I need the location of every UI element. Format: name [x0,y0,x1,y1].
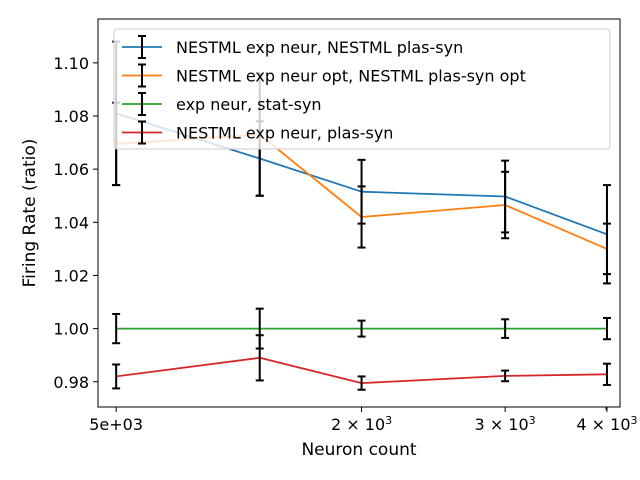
x-tick-label: 4 × 103 [576,414,637,435]
legend-label: exp neur, stat-syn [176,95,322,114]
error-bar [357,375,366,391]
error-bar [602,222,611,276]
y-axis-label: Firing Rate (ratio) [20,139,40,288]
error-bar [602,362,611,386]
error-bar [357,319,366,338]
legend-entry: exp neur, stat-syn [122,92,322,116]
axes-frame [97,18,621,408]
error-bar [501,318,510,339]
x-tick-label: 2 × 103 [331,414,392,435]
legend-entry: NESTML exp neur opt, NESTML plas-syn opt [122,63,526,88]
error-bar [112,312,121,345]
y-tick-label: 1.02 [53,266,89,285]
x-tick-label: 5e+03 [89,415,143,434]
error-bar [357,185,366,249]
y-tick-label: 0.98 [53,373,89,392]
x-tick-label: 3 × 103 [475,414,536,435]
y-tick-label: 1.04 [53,213,89,232]
error-bar [112,363,121,390]
error-bar [501,369,510,383]
x-axis-label: Neuron count [301,440,416,460]
y-tick-label: 1.08 [53,107,89,126]
y-tick-label: 1.10 [53,54,89,73]
legend-box [113,28,611,150]
legend-entry: NESTML exp neur, plas-syn [122,120,393,145]
legend: NESTML exp neur, NESTML plas-syn NESTML e… [113,28,611,150]
error-bar [501,170,510,240]
legend-label: NESTML exp neur, plas-syn [176,124,393,143]
y-tick-label: 1.06 [53,160,89,179]
legend-label: NESTML exp neur, NESTML plas-syn [176,38,463,57]
error-bar [602,316,611,341]
axes: 0.98 1.00 1.02 1.04 1.06 1.08 1.10 5e+03 2 × 103… [53,54,637,434]
error-bar [255,334,264,382]
legend-label: NESTML exp neur opt, NESTML plas-syn opt [176,67,526,86]
legend-entry: NESTML exp neur, NESTML plas-syn [122,35,463,59]
y-tick-label: 1.00 [53,320,89,339]
